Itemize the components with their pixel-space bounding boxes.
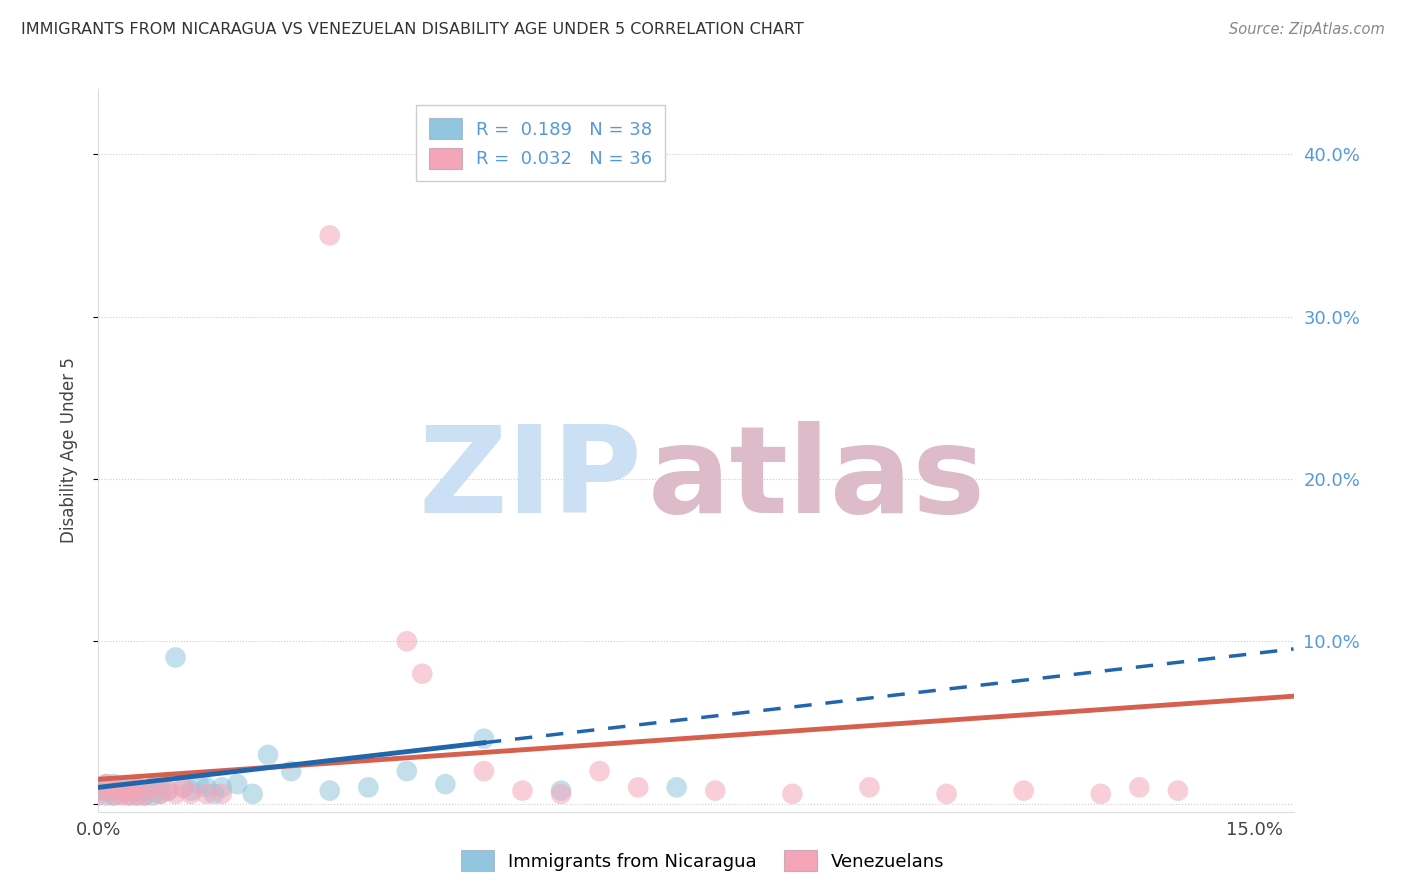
- Point: [411, 666, 433, 681]
- Point: [172, 780, 194, 795]
- Point: [125, 780, 148, 795]
- Point: [782, 787, 804, 801]
- Point: [187, 777, 209, 791]
- Point: [1167, 783, 1189, 797]
- Point: [550, 787, 572, 801]
- Point: [87, 789, 110, 803]
- Point: [665, 780, 688, 795]
- Point: [512, 783, 534, 797]
- Point: [858, 780, 880, 795]
- Point: [103, 789, 125, 803]
- Point: [149, 787, 172, 801]
- Y-axis label: Disability Age Under 5: Disability Age Under 5: [59, 358, 77, 543]
- Point: [118, 789, 141, 803]
- Point: [588, 764, 610, 778]
- Point: [118, 783, 141, 797]
- Point: [103, 777, 125, 791]
- Point: [434, 777, 457, 791]
- Point: [1128, 780, 1150, 795]
- Point: [125, 780, 148, 795]
- Point: [94, 783, 117, 797]
- Point: [110, 783, 132, 797]
- Point: [149, 787, 172, 801]
- Point: [125, 789, 148, 803]
- Point: [165, 650, 187, 665]
- Point: [141, 780, 163, 795]
- Point: [704, 783, 727, 797]
- Point: [319, 228, 342, 243]
- Point: [87, 783, 110, 797]
- Point: [149, 780, 172, 795]
- Point: [242, 787, 264, 801]
- Point: [94, 783, 117, 797]
- Legend: R =  0.189   N = 38, R =  0.032   N = 36: R = 0.189 N = 38, R = 0.032 N = 36: [416, 105, 665, 181]
- Point: [627, 780, 650, 795]
- Point: [180, 787, 202, 801]
- Point: [110, 789, 132, 803]
- Point: [472, 731, 495, 746]
- Point: [357, 780, 380, 795]
- Text: atlas: atlas: [648, 421, 986, 538]
- Point: [935, 787, 957, 801]
- Point: [94, 777, 117, 791]
- Point: [156, 783, 179, 797]
- Point: [134, 789, 156, 803]
- Point: [195, 780, 218, 795]
- Point: [141, 789, 163, 803]
- Point: [280, 764, 302, 778]
- Point: [103, 783, 125, 797]
- Point: [202, 787, 225, 801]
- Point: [134, 789, 156, 803]
- Point: [395, 764, 418, 778]
- Text: Source: ZipAtlas.com: Source: ZipAtlas.com: [1229, 22, 1385, 37]
- Point: [110, 780, 132, 795]
- Point: [125, 789, 148, 803]
- Text: ZIP: ZIP: [419, 421, 643, 538]
- Point: [257, 747, 280, 762]
- Point: [134, 783, 156, 797]
- Point: [94, 789, 117, 803]
- Point: [110, 787, 132, 801]
- Point: [1012, 783, 1035, 797]
- Point: [94, 777, 117, 791]
- Point: [103, 780, 125, 795]
- Point: [180, 783, 202, 797]
- Point: [141, 780, 163, 795]
- Point: [550, 783, 572, 797]
- Point: [118, 780, 141, 795]
- Point: [165, 787, 187, 801]
- Point: [172, 780, 194, 795]
- Point: [472, 764, 495, 778]
- Legend: Immigrants from Nicaragua, Venezuelans: Immigrants from Nicaragua, Venezuelans: [454, 843, 952, 879]
- Point: [211, 787, 233, 801]
- Point: [103, 789, 125, 803]
- Point: [118, 789, 141, 803]
- Point: [211, 780, 233, 795]
- Text: IMMIGRANTS FROM NICARAGUA VS VENEZUELAN DISABILITY AGE UNDER 5 CORRELATION CHART: IMMIGRANTS FROM NICARAGUA VS VENEZUELAN …: [21, 22, 804, 37]
- Point: [319, 783, 342, 797]
- Point: [1090, 787, 1112, 801]
- Point: [395, 634, 418, 648]
- Point: [226, 777, 249, 791]
- Point: [156, 783, 179, 797]
- Point: [195, 787, 218, 801]
